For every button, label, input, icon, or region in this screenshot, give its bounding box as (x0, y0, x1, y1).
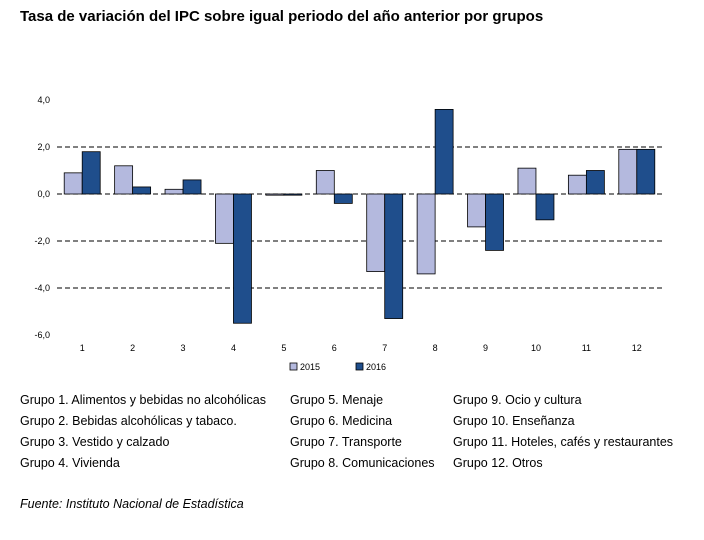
source-note: Fuente: Instituto Nacional de Estadístic… (20, 497, 244, 511)
bar-2015 (618, 148, 638, 195)
legend-label-2015: 2015 (300, 362, 320, 372)
group-label: Grupo 5. Menaje (290, 393, 384, 407)
group-label: Grupo 7. Transporte (290, 435, 402, 449)
bar-2015 (265, 193, 285, 196)
bar-2015 (467, 193, 486, 228)
group-label: Grupo 8. Comunicaciones (290, 456, 435, 470)
x-tick-label: 6 (332, 343, 337, 353)
group-label: Grupo 3. Vestido y calzado (20, 435, 170, 449)
bar-2015 (517, 167, 537, 195)
chart-legend: 2015 2016 (289, 362, 386, 372)
x-tick-label: 8 (433, 343, 438, 353)
legend-swatch-2016 (355, 362, 364, 371)
group-label: Grupo 6. Medicina (290, 414, 393, 428)
y-tick-label: -2,0 (34, 236, 50, 246)
bar-2015 (215, 193, 234, 244)
group-legend-col-3: Grupo 9. Ocio y cultura Grupo 10. Enseña… (453, 392, 673, 476)
x-axis-ticks: 1 2 3 4 5 6 7 8 9 10 11 12 (80, 343, 642, 353)
bar-2015 (366, 193, 386, 272)
group-label: Grupo 12. Otros (453, 456, 543, 470)
group-label: Grupo 10. Enseñanza (453, 414, 575, 428)
x-tick-label: 9 (483, 343, 488, 353)
bar-2016 (283, 193, 303, 196)
group-label: Grupo 4. Vivienda (20, 456, 120, 470)
group-label: Grupo 11. Hoteles, cafés y restaurantes (453, 435, 674, 449)
bar-2016 (333, 193, 353, 204)
y-tick-label: -6,0 (34, 330, 50, 340)
bar-2016 (81, 151, 101, 195)
y-tick-label: 2,0 (37, 142, 50, 152)
group-label: Grupo 1. Alimentos y bebidas no alcohóli… (20, 393, 266, 407)
legend-label-2016: 2016 (366, 362, 386, 372)
x-tick-label: 7 (382, 343, 387, 353)
y-tick-label: 0,0 (37, 189, 50, 199)
x-tick-label: 11 (582, 343, 591, 353)
group-legend-col-2: Grupo 5. Menaje Grupo 6. Medicina Grupo … (290, 392, 435, 476)
x-tick-label: 5 (281, 343, 286, 353)
bar-2016 (535, 193, 555, 221)
bar-2015 (164, 188, 184, 195)
group-label: Grupo 2. Bebidas alcohólicas y tabaco. (20, 414, 237, 428)
x-tick-label: 1 (80, 343, 85, 353)
y-tick-label: 4,0 (37, 95, 50, 105)
x-tick-label: 4 (231, 343, 236, 353)
bar-2016 (384, 193, 404, 319)
group-legend-col-1: Grupo 1. Alimentos y bebidas no alcohóli… (20, 392, 266, 476)
bars (63, 109, 656, 324)
bar-2015 (315, 170, 335, 195)
group-label: Grupo 9. Ocio y cultura (453, 393, 582, 407)
x-tick-label: 3 (181, 343, 186, 353)
legend-swatch-2015 (289, 362, 298, 371)
bar-2016 (585, 170, 605, 195)
y-axis-ticks: 4,0 2,0 0,0 -2,0 -4,0 -6,0 (34, 95, 50, 340)
bar-chart: 4,02,00,0-2,0-4,0-6,0 1 2 3 4 5 6 7 8 9 10 11 12 20… (34, 95, 662, 372)
x-tick-label: 10 (531, 343, 541, 353)
x-tick-label: 12 (632, 343, 642, 353)
gridlines (57, 146, 662, 289)
y-tick-label: -4,0 (34, 283, 50, 293)
bar-2016 (485, 193, 504, 251)
bar-2016 (434, 109, 454, 195)
bar-2015 (114, 165, 134, 195)
bar-2015 (416, 193, 436, 275)
x-tick-label: 2 (130, 343, 135, 353)
chart-title: Tasa de variación del IPC sobre igual pe… (20, 8, 544, 25)
bar-2016 (233, 193, 252, 324)
bar-2016 (636, 148, 656, 195)
bar-2016 (132, 186, 152, 195)
bar-2015 (63, 172, 83, 195)
bar-2016 (182, 179, 202, 195)
bar-2015 (567, 174, 587, 195)
